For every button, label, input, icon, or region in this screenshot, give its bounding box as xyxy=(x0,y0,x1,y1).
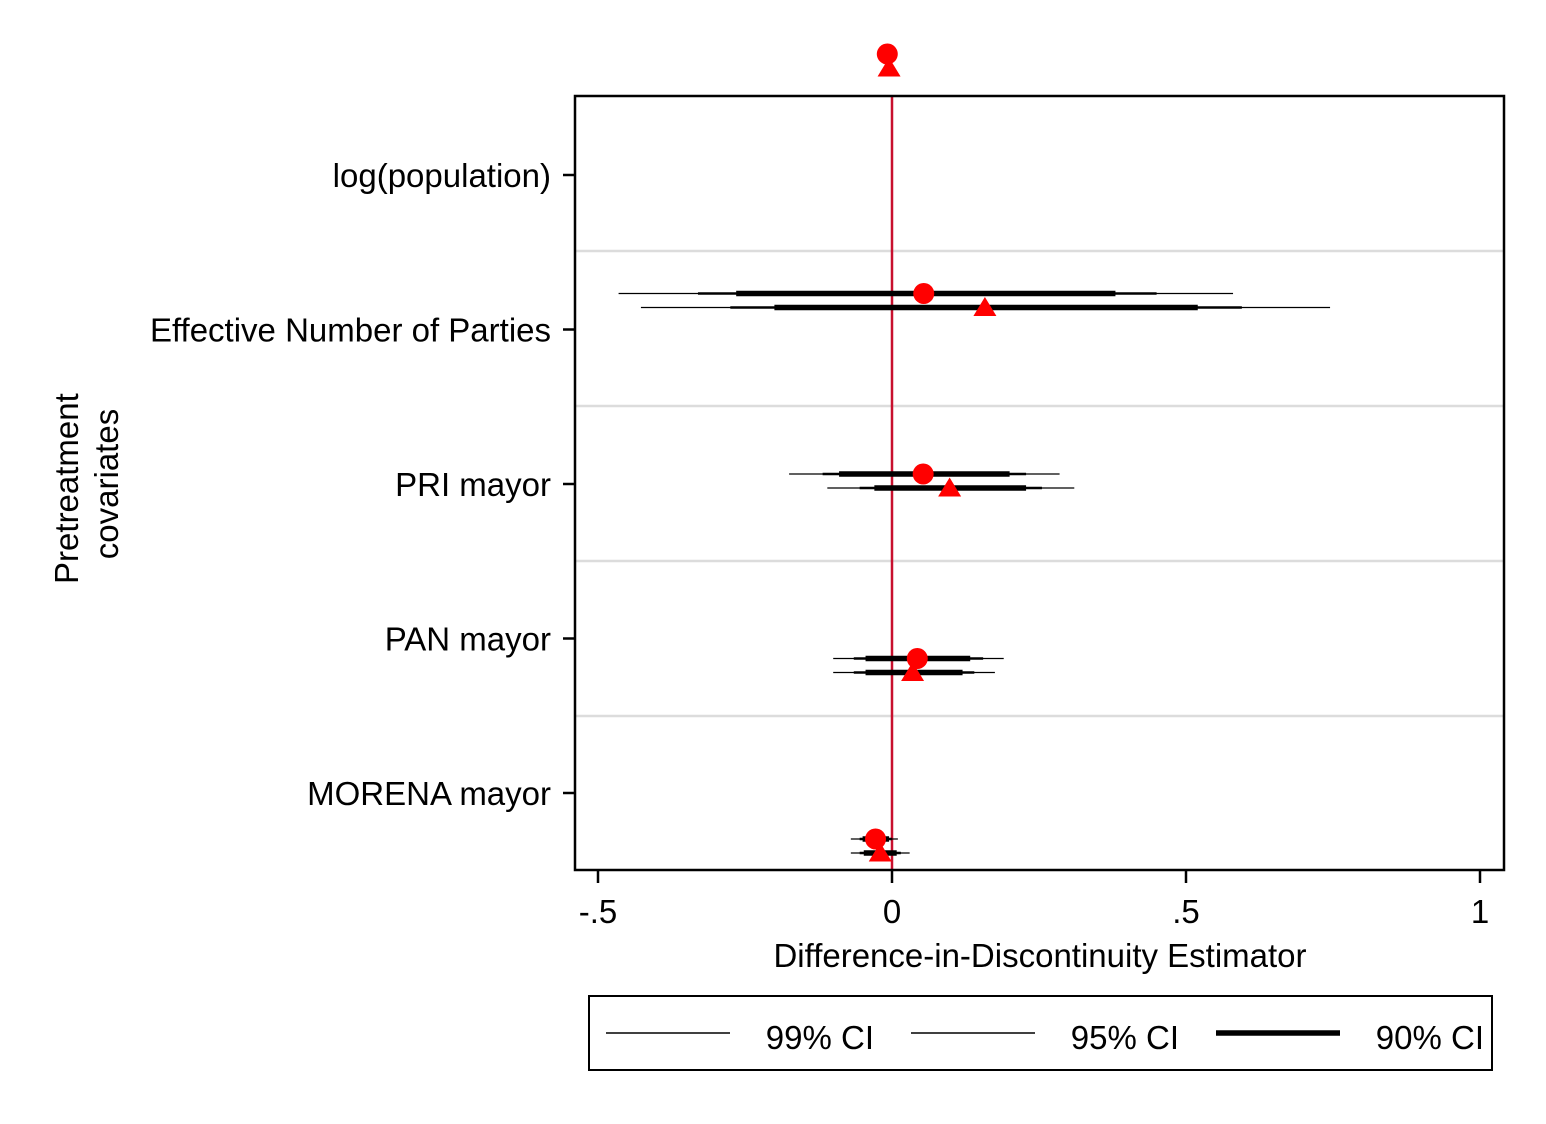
legend-label: 95% CI xyxy=(1071,1019,1179,1056)
x-tick-label: .5 xyxy=(1172,893,1200,930)
x-tick-label: 1 xyxy=(1471,893,1489,930)
x-tick-label: 0 xyxy=(883,893,901,930)
y-tick-label: Effective Number of Parties xyxy=(150,312,551,349)
x-axis: -.5 0 .5 1 xyxy=(579,870,1489,930)
point-estimate-triangle xyxy=(901,662,925,682)
y-tick-label: PRI mayor xyxy=(395,466,551,503)
legend-box xyxy=(588,995,1493,1071)
x-axis-title: Difference-in-Discontinuity Estimator xyxy=(773,937,1306,974)
y-axis-title: Pretreatment covariates xyxy=(48,384,125,584)
gridlines xyxy=(575,249,1504,718)
y-tick-label: MORENA mayor xyxy=(307,775,551,812)
y-axis-title-line-2: covariates xyxy=(88,409,125,559)
y-tick-label: log(population) xyxy=(333,157,551,194)
y-tick-label: PAN mayor xyxy=(385,621,551,658)
confidence-intervals xyxy=(618,51,1331,856)
point-estimate-circle xyxy=(906,648,928,669)
y-axis: log(population) Effective Number of Parti… xyxy=(150,157,575,812)
point-estimate-triangle xyxy=(973,297,997,317)
point-estimate-triangle xyxy=(868,842,892,862)
point-estimate-triangle xyxy=(877,57,901,77)
x-tick-label: -.5 xyxy=(579,893,618,930)
point-estimates xyxy=(865,43,997,862)
plot-frame xyxy=(573,94,1506,872)
y-axis-title-line-1: Pretreatment xyxy=(48,393,85,584)
legend-label: 99% CI xyxy=(766,1019,874,1056)
point-estimate-circle xyxy=(865,828,887,850)
point-estimate-circle xyxy=(876,43,898,65)
legend-label: 90% CI xyxy=(1376,1019,1484,1056)
point-estimate-circle xyxy=(912,463,934,485)
legend: 99% CI 95% CI 90% CI xyxy=(588,995,1493,1071)
point-estimate-triangle xyxy=(938,477,962,497)
point-estimate-circle xyxy=(913,283,935,304)
